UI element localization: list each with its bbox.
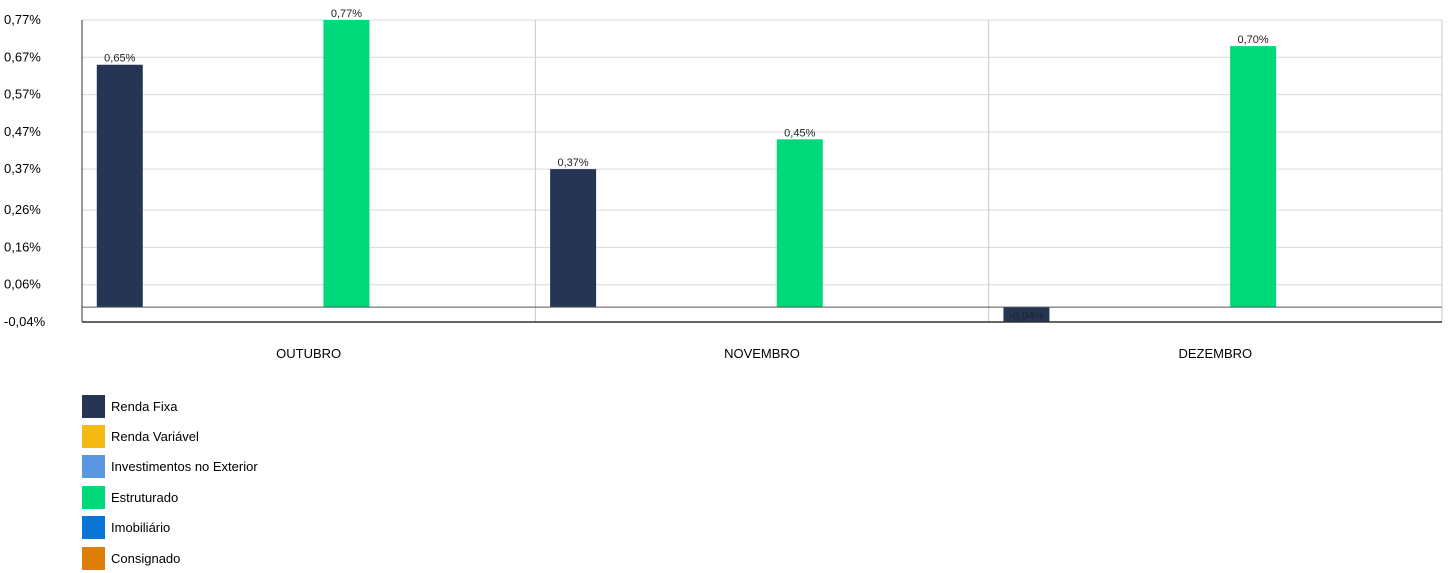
- legend-item: Imobiliário: [82, 513, 258, 543]
- x-category-label: NOVEMBRO: [724, 346, 800, 361]
- legend-swatch: [82, 394, 105, 418]
- y-tick-label: 0,47%: [4, 124, 41, 139]
- bar: [1230, 46, 1277, 308]
- y-tick-label: 0,26%: [4, 202, 41, 217]
- bar: [776, 139, 823, 308]
- legend-label: Investimentos no Exterior: [111, 459, 258, 475]
- legend-swatch: [82, 425, 105, 449]
- data-label: 0,70%: [1238, 34, 1269, 46]
- bar: [1003, 307, 1050, 322]
- x-category-label: OUTUBRO: [276, 346, 341, 361]
- data-label: -0,04%: [1009, 310, 1044, 322]
- y-tick-label: 0,16%: [4, 239, 41, 254]
- data-label: 0,37%: [558, 157, 589, 169]
- bar: [550, 169, 597, 308]
- y-tick-label: 0,37%: [4, 161, 41, 176]
- y-tick-label: 0,67%: [4, 49, 41, 64]
- x-category-label: DEZEMBRO: [1178, 346, 1252, 361]
- legend-label: Renda Fixa: [111, 398, 178, 414]
- bar: [96, 64, 143, 308]
- legend-item: Renda Fixa: [82, 391, 258, 421]
- legend-label: Estruturado: [111, 489, 179, 505]
- legend-swatch: [82, 485, 105, 509]
- bar-chart: 0,77% 0,67% 0,57% 0,47% 0,37% 0,26% 0,16% 0,06%…: [4, 8, 1443, 361]
- legend-swatch: [82, 455, 105, 479]
- legend-item: Renda Variável: [82, 421, 258, 451]
- legend-swatch: [82, 516, 105, 540]
- legend-item: Investimentos no Exterior: [82, 452, 258, 482]
- legend-label: Renda Variável: [111, 429, 199, 445]
- data-label: 0,45%: [784, 127, 815, 139]
- y-tick-label: 0,57%: [4, 87, 41, 102]
- legend-item: Consignado: [82, 543, 258, 573]
- y-tick-label: 0,06%: [4, 277, 41, 292]
- chart-legend: Renda Fixa Renda Variável Investimentos no…: [82, 391, 258, 573]
- y-tick-label: 0,77%: [4, 12, 41, 27]
- data-label: 0,77%: [331, 8, 362, 20]
- y-tick-label: -0,04%: [4, 314, 46, 329]
- legend-item: Estruturado: [82, 482, 258, 512]
- legend-label: Imobiliário: [111, 520, 171, 536]
- data-label: 0,65%: [104, 53, 135, 65]
- legend-label: Consignado: [111, 550, 181, 566]
- bar: [323, 20, 370, 308]
- legend-swatch: [82, 546, 105, 570]
